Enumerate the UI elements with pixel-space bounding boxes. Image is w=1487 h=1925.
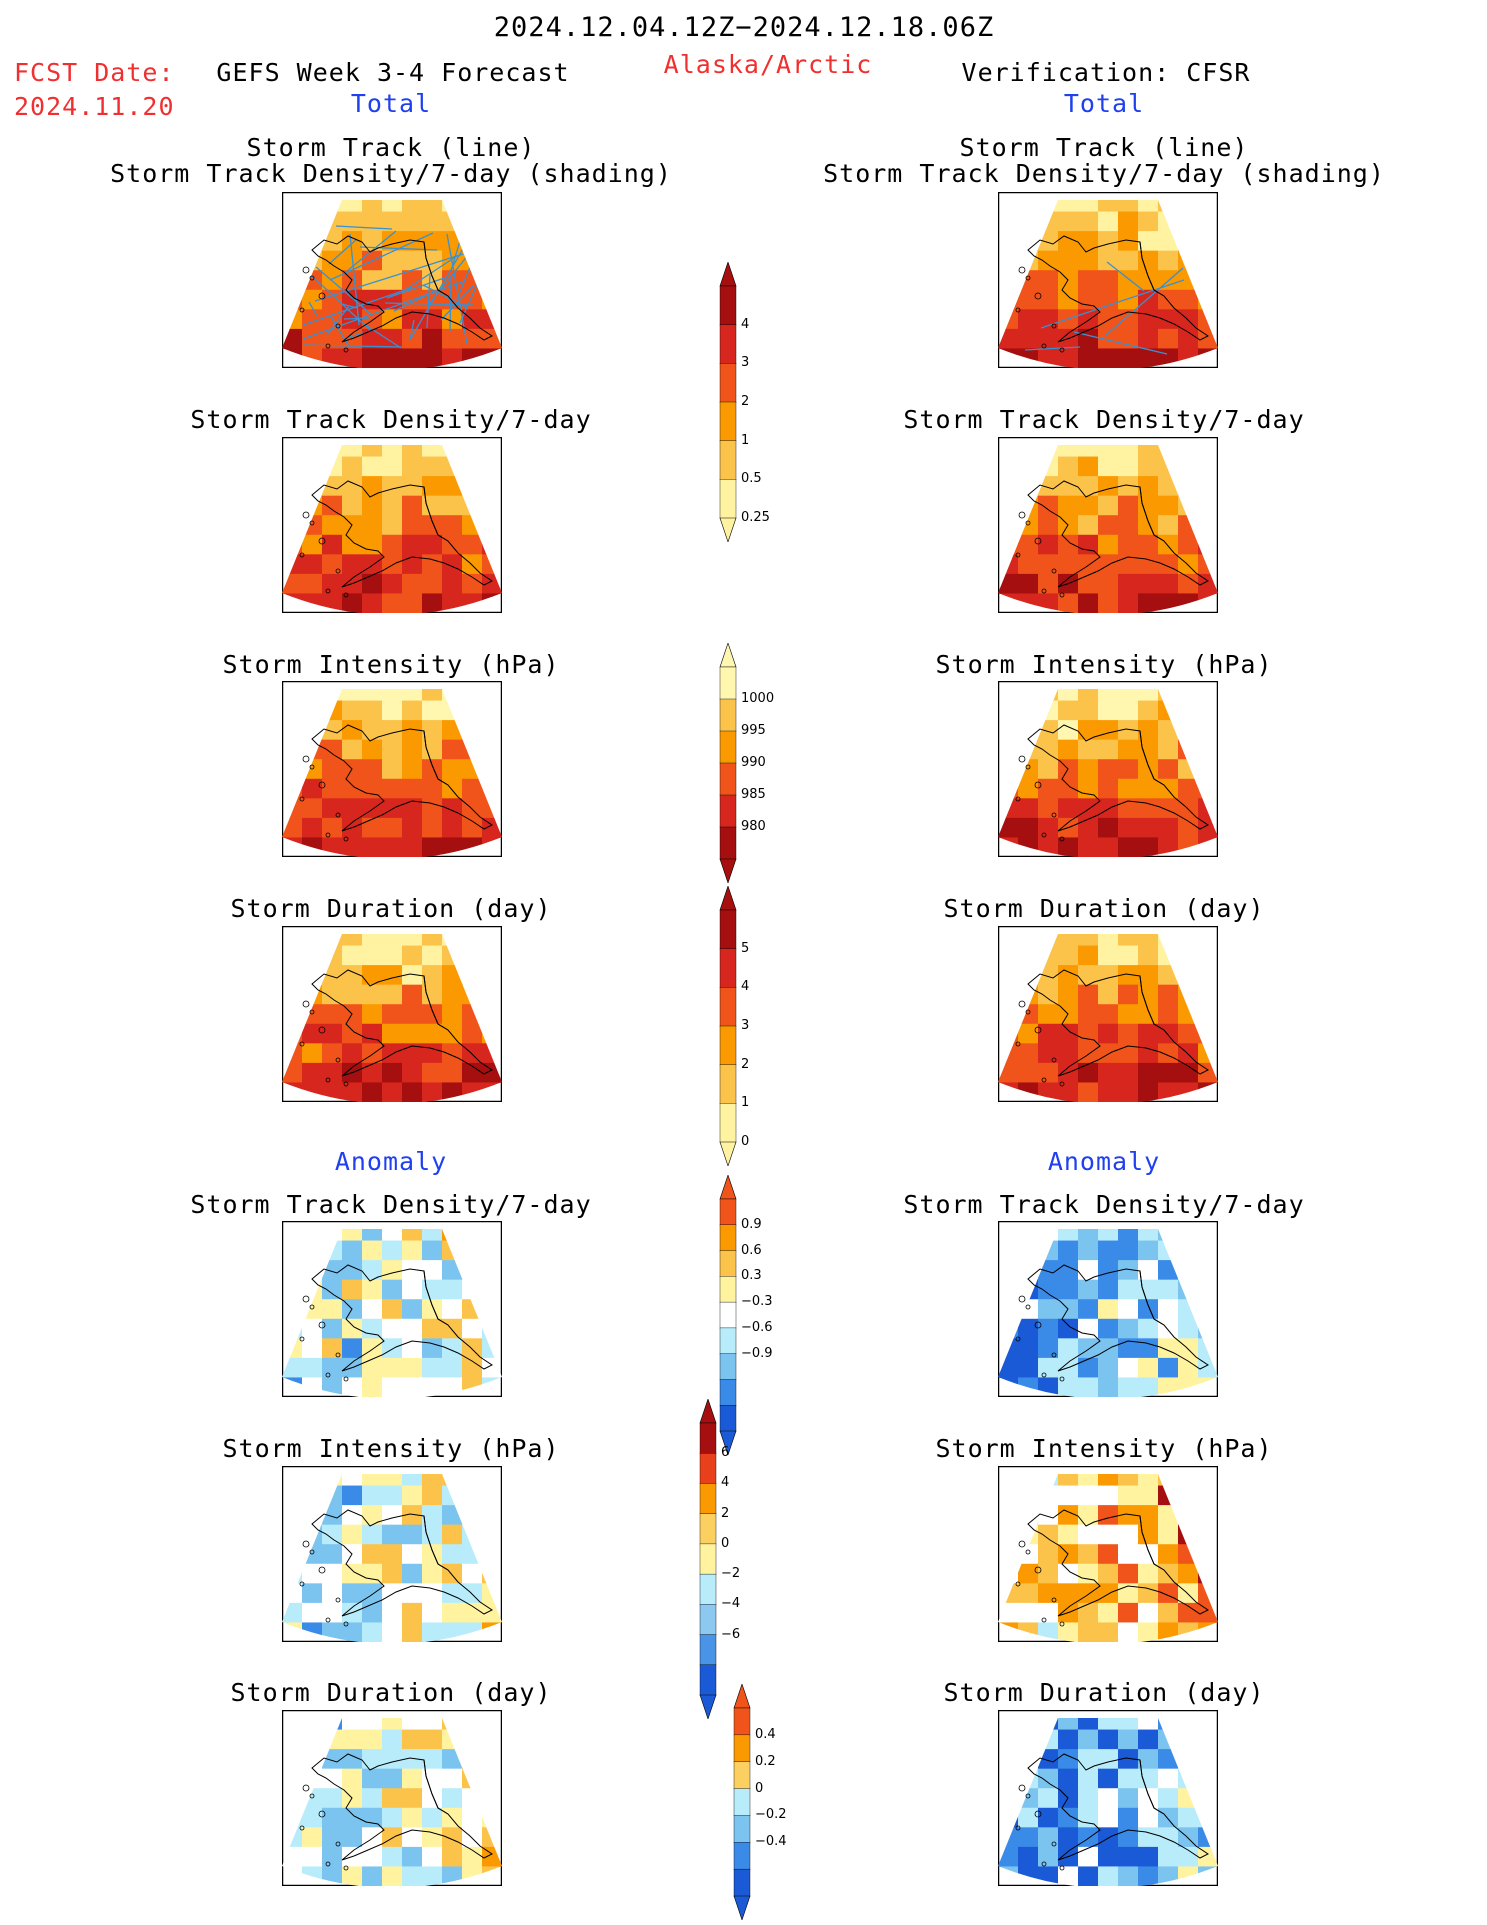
colorbar-tick-label: 0.6 <box>741 1242 762 1258</box>
colorbar-tick-label: 2 <box>741 394 750 409</box>
verification-title: Verification: CFSR <box>961 58 1251 87</box>
region-title: Alaska/Arctic <box>663 50 873 79</box>
title-density-anom-right: Storm Track Density/7-day <box>903 1190 1305 1219</box>
title-intensity-left: Storm Intensity (hPa) <box>222 650 560 679</box>
title-density-right: Storm Track Density/7-day <box>903 405 1305 434</box>
map-forecast-density-anom <box>282 1221 502 1397</box>
colorbar-tick-label: 0 <box>721 1535 730 1551</box>
title-intensity-right: Storm Intensity (hPa) <box>935 650 1273 679</box>
title-duration-left: Storm Duration (day) <box>230 894 552 923</box>
colorbar-tick-label: −0.3 <box>741 1294 773 1310</box>
colorbar-tick-label: 0.5 <box>741 471 762 487</box>
colorbar-tick-label: 4 <box>741 316 750 332</box>
colorbar-tick-label: 3 <box>741 1018 750 1033</box>
title-track-line-left: Storm Track (line) <box>246 133 536 162</box>
map-forecast-duration-anom <box>282 1710 502 1886</box>
colorbar-tick-label: 1000 <box>741 691 775 706</box>
title-track-line-right: Storm Track (line) <box>959 133 1249 162</box>
colorbar-tick-label: 2 <box>721 1505 730 1521</box>
colorbar-intensity-total <box>719 643 737 883</box>
colorbar-tick-label: 990 <box>741 755 766 770</box>
colorbar-tick-label: 1 <box>741 432 750 448</box>
colorbar-intensity-anomaly <box>699 1399 717 1719</box>
title-intensity-anom-left: Storm Intensity (hPa) <box>222 1434 560 1463</box>
anomaly-label-right: Anomaly <box>1047 1147 1161 1176</box>
colorbar-tick-label: 3 <box>741 355 750 371</box>
colorbar-tick-label: 0.2 <box>755 1753 776 1769</box>
title-duration-right: Storm Duration (day) <box>943 894 1265 923</box>
colorbar-tick-label: 0.25 <box>741 510 770 525</box>
forecast-title: GEFS Week 3-4 Forecast <box>216 58 570 87</box>
map-forecast-intensity <box>282 681 502 857</box>
colorbar-duration-total <box>719 886 737 1166</box>
colorbar-tick-label: 2 <box>741 1056 750 1072</box>
map-verif-intensity-anom <box>998 1466 1218 1642</box>
colorbar-duration-anomaly <box>733 1684 751 1920</box>
title-duration-anom-right: Storm Duration (day) <box>943 1678 1265 1707</box>
colorbar-tick-label: 985 <box>741 787 766 802</box>
total-label-right: Total <box>1063 89 1145 118</box>
map-verif-duration-anom <box>998 1710 1218 1886</box>
map-verif-density <box>998 437 1218 613</box>
map-forecast-density <box>282 437 502 613</box>
colorbar-density-total <box>719 262 737 542</box>
title-intensity-anom-right: Storm Intensity (hPa) <box>935 1434 1273 1463</box>
colorbar-tick-label: −0.2 <box>755 1807 787 1823</box>
map-verif-intensity <box>998 681 1218 857</box>
colorbar-tick-label: 995 <box>741 723 766 738</box>
title-density-anom-left: Storm Track Density/7-day <box>190 1190 592 1219</box>
colorbar-tick-label: −4 <box>721 1596 741 1612</box>
colorbar-tick-label: 0 <box>755 1780 764 1796</box>
title-track-shading-left: Storm Track Density/7-day (shading) <box>110 159 672 188</box>
colorbar-tick-label: 1 <box>741 1095 750 1111</box>
fcst-date: 2024.11.20 <box>14 92 175 121</box>
map-forecast-intensity-anom <box>282 1466 502 1642</box>
map-verif-density-anom <box>998 1221 1218 1397</box>
fcst-date-label: FCST Date: <box>14 58 175 87</box>
map-forecast-duration <box>282 926 502 1102</box>
colorbar-tick-label: 5 <box>741 940 750 956</box>
title-duration-anom-left: Storm Duration (day) <box>230 1678 552 1707</box>
colorbar-tick-label: 0 <box>741 1134 750 1149</box>
colorbar-tick-label: 980 <box>741 819 766 834</box>
colorbar-tick-label: 0.9 <box>741 1216 762 1232</box>
colorbar-tick-label: −2 <box>721 1566 741 1582</box>
map-forecast-track <box>282 192 502 368</box>
colorbar-tick-label: −0.9 <box>741 1345 773 1361</box>
map-verif-track <box>998 192 1218 368</box>
colorbar-tick-label: 0.3 <box>741 1268 762 1284</box>
colorbar-tick-label: 4 <box>741 979 750 995</box>
colorbar-tick-label: −0.6 <box>741 1319 773 1335</box>
total-label-left: Total <box>350 89 432 118</box>
title-density-left: Storm Track Density/7-day <box>190 405 592 434</box>
colorbar-density-anomaly <box>719 1175 737 1455</box>
valid-period: 2024.12.04.12Z−2024.12.18.06Z <box>493 12 995 43</box>
title-track-shading-right: Storm Track Density/7-day (shading) <box>823 159 1385 188</box>
colorbar-tick-label: 4 <box>721 1475 730 1491</box>
colorbar-tick-label: 0.4 <box>755 1726 776 1742</box>
map-verif-duration <box>998 926 1218 1102</box>
colorbar-tick-label: −6 <box>721 1626 741 1642</box>
colorbar-tick-label: 6 <box>721 1445 730 1461</box>
colorbar-tick-label: −0.4 <box>755 1834 787 1850</box>
anomaly-label-left: Anomaly <box>334 1147 448 1176</box>
